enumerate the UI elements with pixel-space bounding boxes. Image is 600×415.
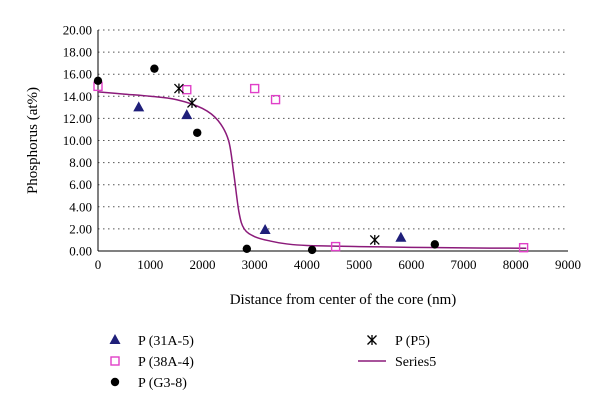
x-tick-label: 8000 (503, 257, 529, 272)
data-points (93, 64, 529, 255)
y-tick-label: 4.00 (69, 199, 92, 214)
y-tick-label: 6.00 (69, 177, 92, 192)
data-point (181, 109, 193, 120)
legend-label: P (38A-4) (138, 355, 194, 370)
x-tick-label: 5000 (346, 257, 372, 272)
legend-label: P (P5) (395, 334, 430, 349)
x-tick-label: 1000 (137, 257, 163, 272)
data-point (249, 83, 260, 94)
x-tick-label: 2000 (189, 257, 215, 272)
x-tick-label: 7000 (451, 257, 477, 272)
legend-label: P (31A-5) (138, 334, 194, 349)
legend-label: P (G3-8) (138, 376, 187, 391)
legend-label: Series5 (395, 355, 436, 370)
legend-marker (110, 377, 120, 387)
data-point (369, 234, 380, 245)
y-tick-label: 14.00 (63, 89, 92, 104)
x-axis-title: Distance from center of the core (nm) (230, 292, 457, 308)
y-axis-title: Phosphorus (at%) (25, 87, 41, 194)
legend-marker (109, 334, 121, 344)
data-point (93, 76, 103, 86)
data-point (242, 244, 252, 253)
data-point (330, 241, 341, 252)
x-tick-labels: 0 1000 2000 3000 4000 5000 6000 7000 8000 9000 (95, 257, 581, 272)
x-tick-label: 6000 (398, 257, 424, 272)
y-tick-label: 12.00 (63, 111, 92, 126)
y-tick-label: 8.00 (69, 155, 92, 170)
data-point (133, 101, 145, 112)
legend-marker (110, 356, 120, 366)
data-point (187, 97, 197, 108)
x-tick-label: 0 (95, 257, 102, 272)
data-point (430, 240, 440, 249)
y-tick-label: 18.00 (63, 45, 92, 60)
data-point (518, 242, 529, 253)
y-tick-labels: 0.00 2.00 4.00 6.00 8.00 10.00 12.00 14.00 16.00… (63, 23, 92, 259)
grid-lines (98, 29, 568, 230)
data-point (182, 84, 192, 95)
x-tick-label: 4000 (294, 257, 320, 272)
data-point (173, 83, 184, 94)
data-point (259, 224, 271, 235)
data-point (270, 94, 281, 105)
legend-marker (367, 335, 377, 345)
data-point (150, 64, 159, 73)
data-point (307, 245, 317, 255)
y-tick-label: 20.00 (63, 23, 92, 38)
legend: P (31A-5) P (38A-4) P (G3-8) P (P5) Series5 (109, 334, 436, 391)
x-tick-label: 3000 (242, 257, 268, 272)
fit-curves (97, 91, 527, 249)
y-tick-label: 16.00 (63, 67, 92, 82)
series-line (97, 91, 527, 249)
data-point (395, 231, 407, 242)
y-tick-label: 2.00 (69, 221, 92, 236)
y-tick-label: 10.00 (63, 133, 92, 148)
x-tick-label: 9000 (555, 257, 581, 272)
data-point (193, 128, 202, 137)
y-tick-label: 0.00 (69, 244, 92, 259)
